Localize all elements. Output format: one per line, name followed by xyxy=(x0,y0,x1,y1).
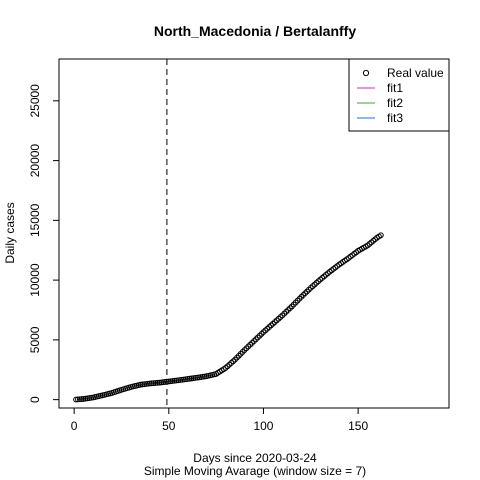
y-tick-label: 0 xyxy=(28,396,42,403)
y-tick-label: 20000 xyxy=(28,144,42,178)
y-tick-label: 10000 xyxy=(28,263,42,297)
x-tick-label: 150 xyxy=(348,419,368,433)
y-tick-label: 25000 xyxy=(28,84,42,118)
y-tick-label: 5000 xyxy=(28,326,42,353)
chart-title: North_Macedonia / Bertalanffy xyxy=(154,23,356,39)
legend-label: fit3 xyxy=(387,111,403,125)
y-axis: 0 5000 10000 15000 20000 25000 xyxy=(28,84,59,403)
data-points xyxy=(74,233,384,402)
y-axis-label: Daily cases xyxy=(3,202,17,263)
x-axis-sublabel: Simple Moving Avarage (window size = 7) xyxy=(144,464,366,478)
x-tick-label: 0 xyxy=(71,419,78,433)
legend-label: fit1 xyxy=(387,81,403,95)
x-tick-label: 100 xyxy=(253,419,273,433)
x-axis-label: Days since 2020-03-24 xyxy=(193,451,317,465)
x-tick-label: 50 xyxy=(162,419,176,433)
legend-label: fit2 xyxy=(387,96,403,110)
legend-label: Real value xyxy=(387,66,444,80)
x-axis: 0 50 100 150 xyxy=(71,408,369,433)
y-tick-label: 15000 xyxy=(28,203,42,237)
